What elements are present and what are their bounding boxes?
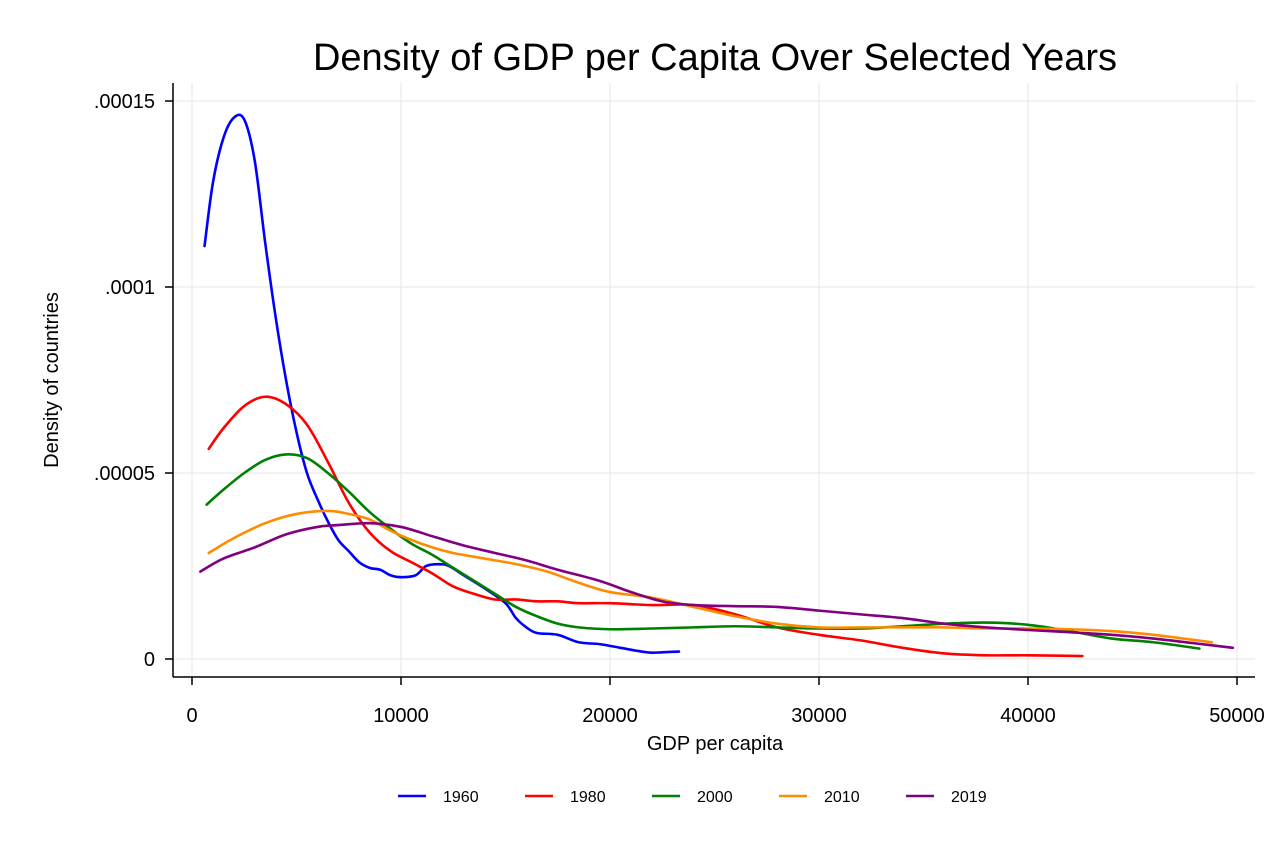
- plot-frame: [172, 83, 1255, 678]
- y-tick-label: .00015: [94, 91, 155, 113]
- y-tick-label: .00005: [94, 463, 155, 485]
- x-axis-ticks: 0 10000 20000 30000 40000 50000: [186, 677, 1265, 727]
- x-tick-label: 0: [186, 705, 197, 727]
- y-tick-label: .0001: [105, 277, 155, 299]
- series-line-2010: [207, 509, 1214, 644]
- series-line-1980: [207, 395, 1084, 658]
- x-axis-label: GDP per capita: [647, 733, 784, 755]
- y-axis-ticks: 0 .00005 .0001 .00015: [94, 91, 173, 671]
- x-tick-label: 10000: [373, 705, 429, 727]
- x-tick-label: 40000: [1000, 705, 1056, 727]
- x-tick-label: 50000: [1209, 705, 1265, 727]
- legend-label-1980: 1980: [570, 789, 606, 806]
- legend: 1960 1980 2000 2010 2019: [398, 789, 987, 806]
- gridlines: [173, 83, 1255, 677]
- legend-label-2000: 2000: [697, 789, 733, 806]
- series-line-2019: [199, 521, 1235, 650]
- y-axis-label: Density of countries: [41, 292, 63, 468]
- series-lines: [199, 113, 1235, 658]
- chart-title: Density of GDP per Capita Over Selected …: [313, 37, 1117, 79]
- legend-label-2010: 2010: [824, 789, 860, 806]
- x-tick-label: 20000: [582, 705, 638, 727]
- x-tick-label: 30000: [791, 705, 847, 727]
- legend-label-2019: 2019: [951, 789, 987, 806]
- y-tick-label: 0: [144, 649, 155, 671]
- legend-label-1960: 1960: [443, 789, 479, 806]
- series-line-2000: [205, 453, 1201, 650]
- series-line-1960: [203, 113, 681, 655]
